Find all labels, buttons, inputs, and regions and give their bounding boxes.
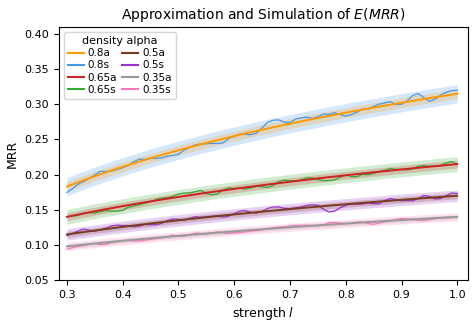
X-axis label: strength $l$: strength $l$ — [232, 305, 295, 322]
Legend: 0.8a, 0.8s, 0.65a, 0.65s, 0.5a, 0.5s, 0.35a, 0.35s: 0.8a, 0.8s, 0.65a, 0.65s, 0.5a, 0.5s, 0.… — [64, 32, 176, 99]
Y-axis label: MRR: MRR — [6, 139, 18, 168]
Title: Approximation and Simulation of $E(MRR)$: Approximation and Simulation of $E(MRR)$ — [121, 6, 406, 24]
